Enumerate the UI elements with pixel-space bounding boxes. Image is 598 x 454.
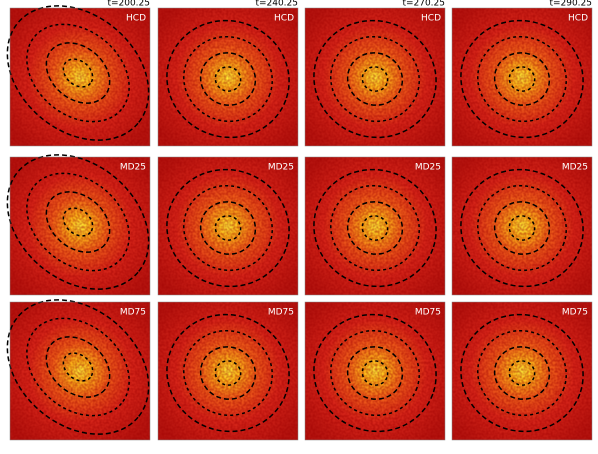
contour <box>214 360 242 386</box>
contour <box>183 184 273 272</box>
contour <box>330 329 420 417</box>
contour <box>477 35 567 123</box>
panel-noise <box>305 157 445 295</box>
panel-frame <box>304 301 446 441</box>
panel-frame <box>304 156 446 296</box>
contour <box>361 360 389 386</box>
contour <box>183 35 273 123</box>
contour <box>477 329 567 417</box>
panel-frame <box>304 7 446 147</box>
contour <box>508 360 536 386</box>
contour <box>460 168 584 288</box>
contour <box>346 52 404 106</box>
contour <box>62 352 94 382</box>
contour <box>330 35 420 123</box>
panel-noise <box>305 8 445 146</box>
panel: MD75 <box>157 301 299 441</box>
panel-label: HCD <box>274 14 294 24</box>
panel-label: HCD <box>421 14 441 24</box>
contour <box>166 168 290 288</box>
panel-frame <box>157 156 299 296</box>
contour <box>460 19 584 139</box>
panel-frame <box>9 156 151 296</box>
contour <box>361 66 389 92</box>
panel-label: MD75 <box>562 308 588 318</box>
contour <box>330 184 420 272</box>
panel-frame <box>9 7 151 147</box>
panel-label: MD75 <box>415 308 441 318</box>
panel: HCD <box>6 5 151 147</box>
panel: HCD <box>157 7 299 147</box>
contour <box>6 154 150 290</box>
panel-noise <box>452 157 592 295</box>
panel-label: MD75 <box>268 308 294 318</box>
contour <box>45 42 111 104</box>
panel-noise <box>10 157 150 295</box>
contour <box>199 201 257 255</box>
panel-noise <box>158 302 298 440</box>
panel-label: MD25 <box>415 163 441 173</box>
contour <box>493 346 551 400</box>
contour <box>6 299 150 435</box>
contour <box>62 207 94 237</box>
time-label: t=200.25 <box>107 0 150 9</box>
panel: MD25 <box>304 156 446 296</box>
time-label: t=240.25 <box>255 0 298 9</box>
panel-label: MD25 <box>562 163 588 173</box>
panel-label: MD75 <box>120 308 146 318</box>
contour <box>45 191 111 253</box>
contour <box>493 52 551 106</box>
panel-frame <box>451 7 593 147</box>
contour <box>199 346 257 400</box>
contour <box>6 5 150 141</box>
panel: MD25 <box>157 156 299 296</box>
panel-label: HCD <box>568 14 588 24</box>
contour <box>508 66 536 92</box>
contour <box>346 346 404 400</box>
time-label: t=290.25 <box>549 0 592 9</box>
panel-noise <box>452 302 592 440</box>
contour <box>183 329 273 417</box>
panel-noise <box>452 8 592 146</box>
panel: MD25 <box>451 156 593 296</box>
panel: MD75 <box>304 301 446 441</box>
contour <box>346 201 404 255</box>
panel-label: HCD <box>126 14 146 24</box>
panel-noise <box>10 302 150 440</box>
panel-noise <box>305 302 445 440</box>
panel-frame <box>157 301 299 441</box>
panel-noise <box>158 157 298 295</box>
panel-frame <box>451 301 593 441</box>
contour <box>199 52 257 106</box>
panel-noise <box>158 8 298 146</box>
panel-frame <box>451 156 593 296</box>
panel: HCD <box>451 7 593 147</box>
panel: HCD <box>304 7 446 147</box>
contour <box>214 215 242 241</box>
contour <box>214 66 242 92</box>
contour <box>45 336 111 398</box>
contour <box>508 215 536 241</box>
panel-label: MD25 <box>268 163 294 173</box>
time-label: t=270.25 <box>402 0 445 9</box>
contour <box>26 23 130 123</box>
contour <box>477 184 567 272</box>
contour <box>460 313 584 433</box>
contour <box>313 168 437 288</box>
panel-noise <box>10 8 150 146</box>
contour <box>313 19 437 139</box>
panel: MD75 <box>451 301 593 441</box>
contour <box>313 313 437 433</box>
panel-label: MD25 <box>120 163 146 173</box>
contour <box>166 19 290 139</box>
contour <box>26 317 130 417</box>
contour <box>166 313 290 433</box>
contour <box>62 58 94 88</box>
contour <box>361 215 389 241</box>
panel: MD25 <box>6 154 151 296</box>
panel-frame <box>157 7 299 147</box>
panel: MD75 <box>6 299 151 441</box>
panel-frame <box>9 301 151 441</box>
